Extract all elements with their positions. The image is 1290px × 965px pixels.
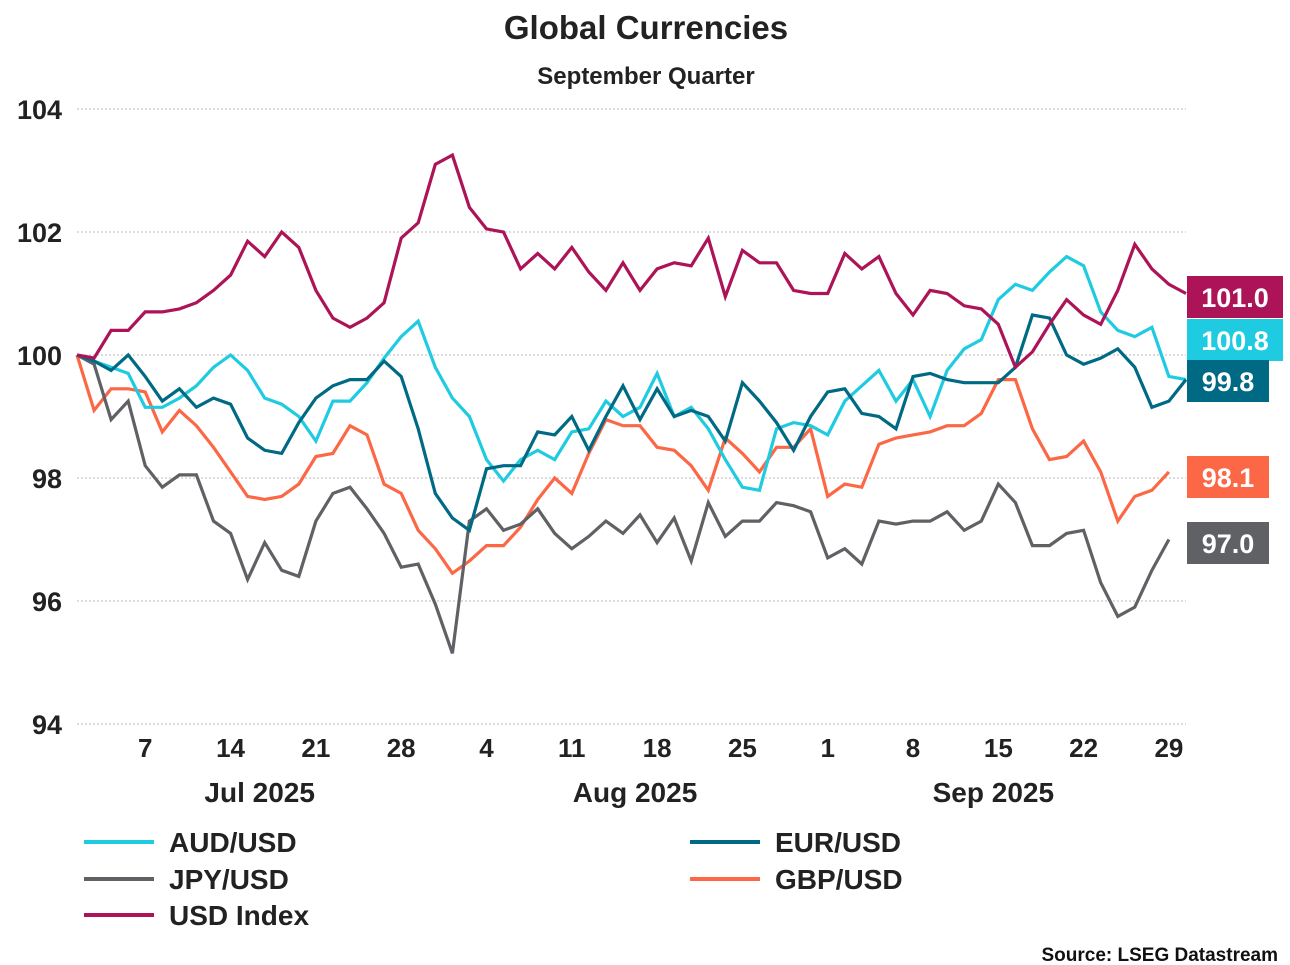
end-label-eur-usd: 99.8 xyxy=(1187,360,1269,402)
legend-label: JPY/USD xyxy=(169,864,289,895)
end-label-text: 99.8 xyxy=(1202,367,1255,397)
x-tick-label: 1 xyxy=(820,733,834,763)
legend-label: AUD/USD xyxy=(169,827,297,858)
y-tick-label: 104 xyxy=(17,95,62,125)
chart-subtitle: September Quarter xyxy=(537,63,754,90)
month-label: Aug 2025 xyxy=(573,777,698,808)
end-label-gbp-usd: 98.1 xyxy=(1187,456,1269,498)
end-label-aud-usd: 100.8 xyxy=(1187,319,1283,361)
month-label: Sep 2025 xyxy=(933,777,1054,808)
y-axis-ticks: 104 102 100 98 96 94 xyxy=(17,95,62,740)
y-tick-label: 100 xyxy=(17,341,62,371)
end-label-box xyxy=(1187,360,1269,402)
x-tick-label: 21 xyxy=(301,733,330,763)
legend-item-usd-index: USD Index xyxy=(84,900,309,931)
x-tick-label: 22 xyxy=(1069,733,1098,763)
end-value-labels: 100.8 99.8 97.0 98.1 101.0 xyxy=(1187,276,1283,564)
source-note: Source: LSEG Datastream xyxy=(1041,945,1278,965)
end-label-box xyxy=(1187,319,1283,361)
legend-item-gbp-usd: GBP/USD xyxy=(690,864,903,895)
legend-label: EUR/USD xyxy=(775,827,901,858)
x-tick-label: 14 xyxy=(216,733,245,763)
x-tick-label: 8 xyxy=(906,733,920,763)
x-tick-label: 11 xyxy=(558,733,586,763)
series-line-usd-index xyxy=(76,152,1187,371)
x-tick-label: 4 xyxy=(479,733,494,763)
y-tick-label: 94 xyxy=(32,710,62,740)
y-tick-label: 102 xyxy=(17,218,62,248)
series-line-gbp-usd xyxy=(75,354,1171,576)
legend-label: GBP/USD xyxy=(775,864,903,895)
end-label-usd-index: 101.0 xyxy=(1187,276,1283,318)
x-axis-month-labels: Jul 2025 Aug 2025 Sep 2025 xyxy=(204,777,1054,808)
end-label-text: 101.0 xyxy=(1201,283,1269,313)
end-label-box xyxy=(1187,456,1269,498)
series-lines xyxy=(75,152,1188,654)
end-label-box xyxy=(1187,522,1269,564)
legend-item-jpy-usd: JPY/USD xyxy=(84,864,289,895)
x-tick-label: 18 xyxy=(643,733,672,763)
x-tick-label: 28 xyxy=(387,733,416,763)
x-tick-label: 25 xyxy=(728,733,757,763)
end-label-jpy-usd: 97.0 xyxy=(1187,522,1269,564)
x-tick-label: 29 xyxy=(1154,733,1183,763)
grid-lines xyxy=(77,108,1186,725)
series-line-aud-usd xyxy=(76,254,1187,493)
x-tick-label: 7 xyxy=(138,733,152,763)
legend: AUD/USD EUR/USD JPY/USD GBP/USD USD Index xyxy=(84,827,903,931)
end-label-text: 97.0 xyxy=(1202,529,1255,559)
end-label-text: 98.1 xyxy=(1202,463,1255,493)
x-axis-ticks: 7 14 21 28 4 11 18 25 1 8 15 22 29 xyxy=(138,733,1183,763)
series-line-eur-usd xyxy=(76,313,1188,533)
chart-title: Global Currencies xyxy=(504,9,788,46)
y-tick-label: 96 xyxy=(32,587,62,617)
end-label-text: 100.8 xyxy=(1201,326,1269,356)
end-label-box xyxy=(1187,276,1283,318)
month-label: Jul 2025 xyxy=(204,777,315,808)
legend-item-aud-usd: AUD/USD xyxy=(84,827,297,858)
legend-item-eur-usd: EUR/USD xyxy=(690,827,901,858)
series-line-jpy-usd xyxy=(76,353,1171,654)
y-tick-label: 98 xyxy=(32,464,62,494)
x-tick-label: 15 xyxy=(984,733,1013,763)
legend-label: USD Index xyxy=(169,900,309,931)
